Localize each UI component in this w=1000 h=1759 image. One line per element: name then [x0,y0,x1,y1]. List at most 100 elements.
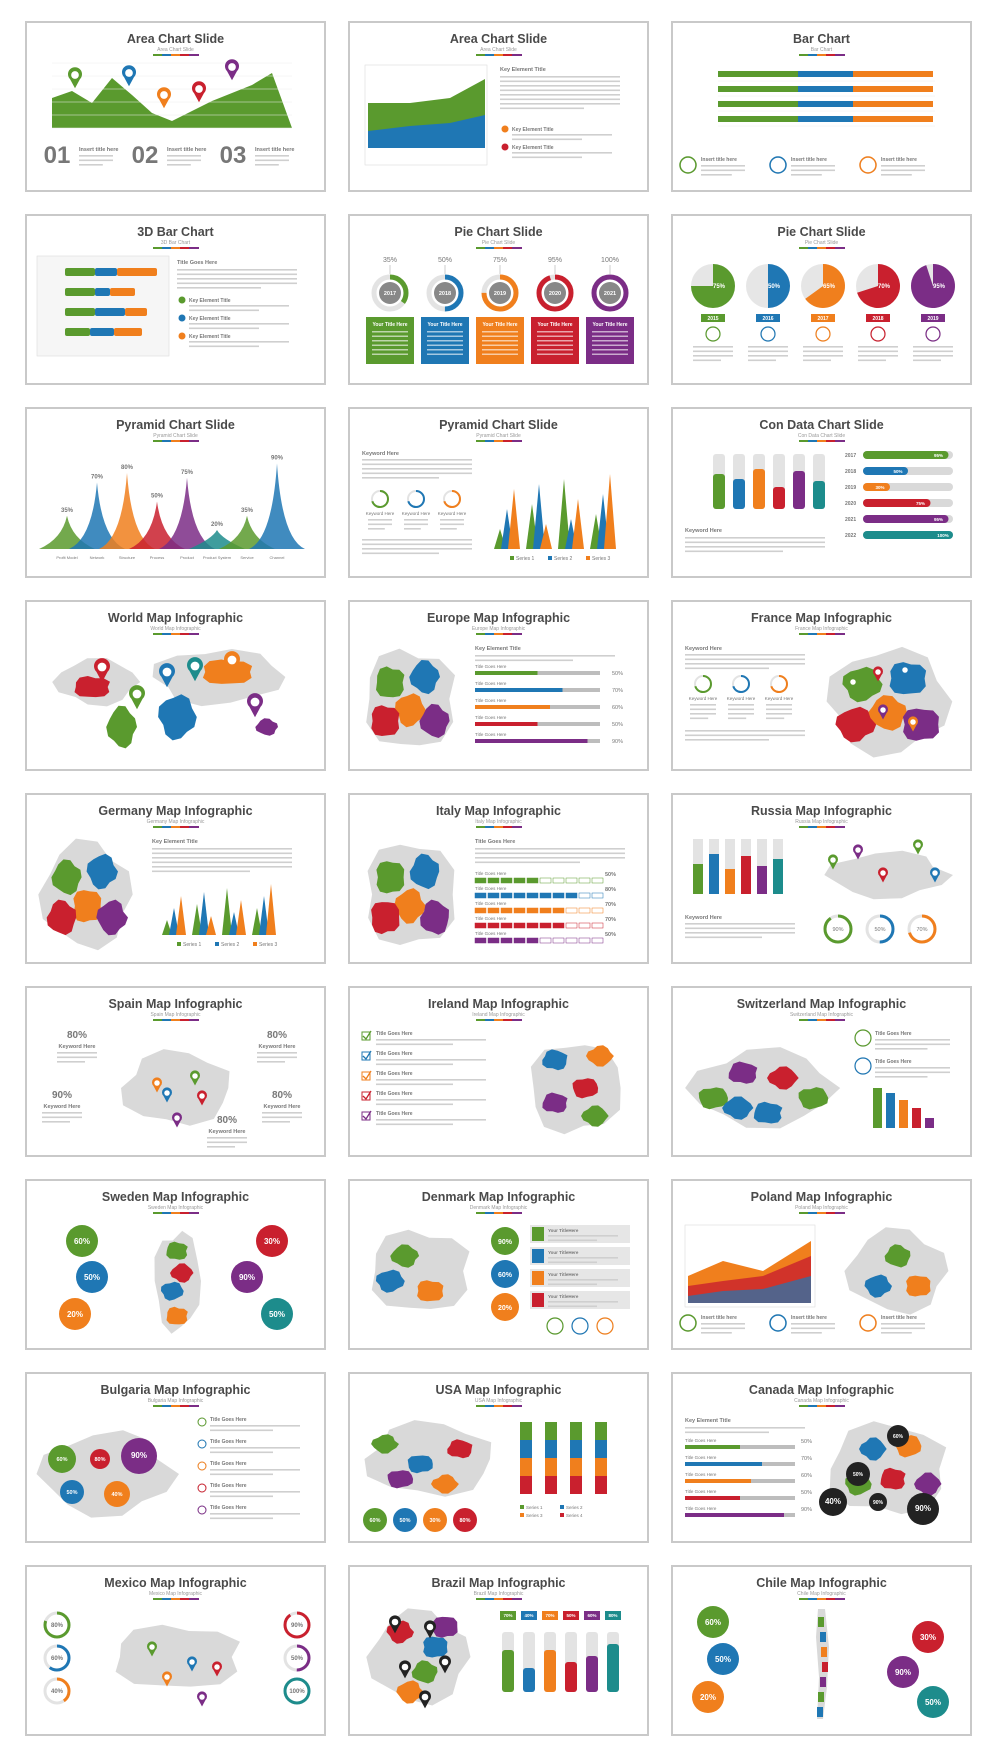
segment-cell [487,892,500,899]
slide-thumbnail[interactable]: Switzerland Map Infographic Switzerland M… [671,986,972,1157]
bar-fill [685,1513,784,1517]
slide-thumbnail[interactable]: Germany Map Infographic Germany Map Infog… [25,793,326,964]
ring-progress [925,326,941,342]
segment-cell [500,892,513,899]
segment-cell [513,922,526,929]
text-line [167,164,191,166]
slide-subtitle: Mexico Map Infographic [148,1591,203,1597]
slide-thumbnail[interactable]: Chile Map Infographic Chile Map Infograph… [671,1565,972,1736]
slide-thumbnail[interactable]: Bar Chart Bar Chart Insert title here Inser… [671,21,972,192]
keyword-label: Keyword Here [44,1104,81,1110]
slide-thumbnail[interactable]: Pyramid Chart Slide Pyramid Chart Slide Ke… [348,407,649,578]
slide-thumbnail[interactable]: Mexico Map Infographic Mexico Map Infogra… [25,1565,326,1736]
text-line [362,472,472,475]
color-bar-segment [512,633,522,635]
slide-thumbnail[interactable]: 3D Bar Chart 3D Bar Chart Title Goes Here K… [25,214,326,385]
legend-swatch [215,942,219,946]
text-line [475,659,573,662]
segment-cell [578,922,591,929]
slide-thumbnail[interactable]: Canada Map Infographic Canada Map Infogra… [671,1372,972,1543]
bar-fill [475,739,588,743]
title-goes-here: Title Goes Here [875,1059,912,1065]
slide-thumbnail[interactable]: Pyramid Chart Slide Pyramid Chart Slide 35… [25,407,326,578]
slide-thumbnail[interactable]: Area Chart Slide Area Chart Slide Key Elem… [348,21,649,192]
slide-thumbnail[interactable]: Poland Map Infographic Poland Map Infogra… [671,1179,972,1350]
color-bar-segment [835,54,845,56]
percent-label: 60% [74,1237,90,1246]
year-label: 2017 [845,453,856,459]
bar-fill [475,722,538,726]
map-region-north-america [74,676,110,698]
text-line [875,1039,950,1041]
text-line [372,331,408,333]
cylinder-fill [502,1650,514,1692]
slide-subtitle: Ireland Map Infographic [472,1012,525,1018]
info-card [530,1247,630,1265]
slide-thumbnail[interactable]: World Map Infographic World Map Infograph… [25,600,326,771]
slide-thumbnail[interactable]: Denmark Map Infographic Denmark Map Infog… [348,1179,649,1350]
slide-thumbnail[interactable]: Russia Map Infographic Russia Map Infogra… [671,793,972,964]
percent-label: 50% [612,722,623,728]
legend-swatch [586,556,590,560]
map-region [817,1707,823,1717]
slide-thumbnail[interactable]: Area Chart Slide Area Chart Slide 01 Insert… [25,21,326,192]
slide-subtitle: Russia Map Infographic [795,819,848,825]
percent-label: 90% [271,456,284,462]
info-card-number [532,1227,544,1241]
slide-visual: Keyword Here 90% 50% 70% [685,839,953,944]
text-line [748,350,788,353]
map-region-australia [255,718,278,736]
text-line [57,1052,97,1054]
percent-label: 70% [612,688,623,694]
color-bar-segment [493,1212,504,1214]
slide-thumbnail[interactable]: Europe Map Infographic Europe Map Infogra… [348,600,649,771]
slide-title: Pie Chart Slide [777,225,866,239]
text-line [875,1076,928,1078]
pie-slice [691,264,735,308]
slide-thumbnail[interactable]: Brazil Map Infographic Brazil Map Infogra… [348,1565,649,1736]
text-line [262,1116,302,1119]
text-line [537,335,573,337]
text-line [376,1103,453,1106]
slide-thumbnail[interactable]: France Map Infographic France Map Infogra… [671,600,972,771]
slide-thumbnail[interactable]: Con Data Chart Slide Con Data Chart Slide… [671,407,972,578]
text-line [207,1146,235,1148]
color-bar-segment [189,54,199,56]
year-label: 2019 [494,291,506,297]
ring-progress [43,1644,71,1672]
text-line [475,655,615,657]
map-region [396,1680,424,1704]
color-bar-segment [807,54,817,56]
slide-thumbnail[interactable]: USA Map Infographic USA Map Infographic 60… [348,1372,649,1543]
ring-progress [371,490,389,508]
text-line [177,287,261,289]
insert-title-label: Insert title here [167,147,206,153]
text-line [791,169,835,172]
map-region [375,1269,405,1293]
ring-progress [371,274,409,312]
title-goes-here: Title Goes Here [475,698,507,703]
slide-thumbnail[interactable]: Ireland Map Infographic Ireland Map Infog… [348,986,649,1157]
slide-thumbnail[interactable]: Spain Map Infographic Spain Map Infograph… [25,986,326,1157]
cylinder-track [725,839,735,894]
legend-swatch [177,942,181,946]
slide-thumbnail[interactable]: Pie Chart Slide Pie Chart Slide 35% 2017 You… [348,214,649,385]
slide-thumbnail[interactable]: Bulgaria Map Infographic Bulgaria Map Inf… [25,1372,326,1543]
map-region-south-america [106,705,137,749]
color-bar-segment [189,1405,199,1407]
slide-thumbnail[interactable]: Sweden Map Infographic Sweden Map Infogra… [25,1179,326,1350]
slide-visual: Insert title here Insert title here Insert… [679,71,935,176]
text-line [427,349,463,351]
cylinder-fill [544,1650,556,1692]
percent-circle [453,1508,477,1532]
text-line [791,1327,835,1330]
text-line [512,156,582,159]
text-line [210,1513,300,1515]
color-bar-segment [170,826,181,828]
color-bar-segment [161,633,171,635]
title-color-bar [152,1212,199,1214]
map-region [447,1439,473,1459]
map-region [371,1434,399,1454]
slide-thumbnail[interactable]: Italy Map Infographic Italy Map Infograph… [348,793,649,964]
slide-thumbnail[interactable]: Pie Chart Slide Pie Chart Slide 75% 2015 50%… [671,214,972,385]
